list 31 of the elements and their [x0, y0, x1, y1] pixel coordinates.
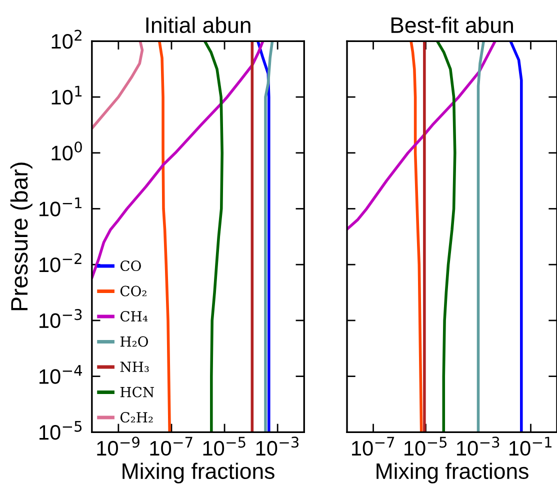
x-tick-label: 10$^{−7}$: [150, 436, 192, 456]
y-tick-label: 10$^{−4}$: [40, 365, 82, 384]
y-tick-label: 10$^{0}$: [52, 141, 82, 160]
y-tick-label: 10$^{2}$: [52, 30, 82, 49]
chart-title: Initial abun: [146, 16, 250, 34]
line-series: [264, 41, 274, 432]
y-tick-label: 10$^{−5}$: [40, 420, 82, 440]
legend-label: C₂H₂: [120, 412, 153, 423]
y-tick-label: 10$^{1}$: [52, 86, 82, 105]
legend-label: CH₄: [120, 311, 148, 322]
x-tick-label: 10$^{−5}$: [203, 436, 246, 456]
x-axis-title: Mixing fractions: [122, 462, 274, 484]
line-series: [256, 41, 270, 432]
legend-label: CO: [120, 260, 141, 272]
x-axis-title: Mixing fractions: [376, 462, 528, 484]
x-tick-label: 10$^{−3}$: [457, 436, 500, 456]
legend-label: H₂O: [120, 336, 148, 347]
y-tick-label: 10$^{−3}$: [40, 309, 82, 328]
legend-label: NH₃: [120, 362, 149, 372]
legend-label: CO₂: [120, 286, 146, 296]
y-tick-label: 10$^{−1}$: [40, 198, 82, 216]
y-tick-label: 10$^{−2}$: [40, 253, 82, 272]
x-tick-label: 10$^{−5}$: [404, 436, 447, 456]
legend-label: HCN: [120, 386, 154, 398]
chart-title: Best-fit abun: [391, 16, 513, 34]
x-tick-label: 10$^{−7}$: [352, 436, 394, 456]
x-tick-label: 10$^{−3}$: [256, 436, 298, 456]
y-axis-title: Pressure (bar): [10, 162, 32, 310]
x-tick-label: 10$^{−9}$: [97, 436, 140, 456]
x-tick-label: 10$^{−1}$: [510, 436, 552, 456]
line-series: [158, 41, 172, 432]
